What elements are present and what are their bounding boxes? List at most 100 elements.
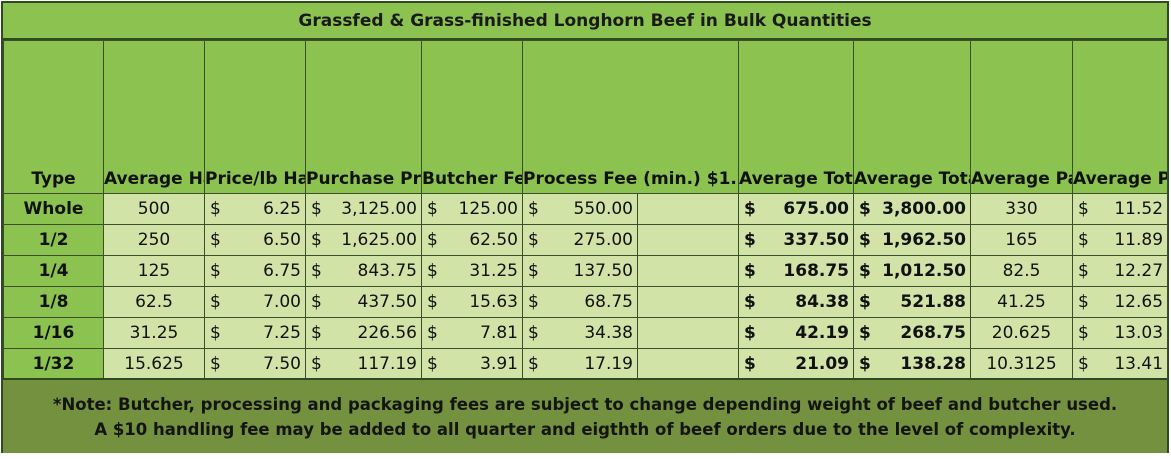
cell-empty [636, 348, 740, 380]
cell-total-cost: $1,962.50 [853, 224, 972, 256]
cell-price-lb-package-value: 11.52 [1114, 199, 1164, 219]
cell-butcher-fee: $15.63 [421, 286, 523, 318]
header-price-lb: Price/lb Hanging Weight [204, 40, 306, 194]
row-type: 1/4 [3, 255, 104, 287]
header-type: Type [3, 40, 104, 194]
cell-total-cost-value: 138.28 [900, 354, 967, 374]
currency-symbol: $ [311, 354, 322, 374]
cell-price-lb-package: $13.41 [1072, 348, 1169, 380]
cell-hanging-weight: 250 [103, 224, 205, 256]
currency-symbol: $ [859, 261, 871, 281]
currency-symbol: $ [427, 323, 438, 343]
cell-purchase-price: $843.75 [305, 255, 422, 287]
cell-price-lb-package: $11.52 [1072, 193, 1169, 225]
table-row: 1/16 31.25 $7.25 $226.56 $7.81 $34.38 $42.19 $2… [3, 317, 1169, 349]
cell-empty [636, 224, 740, 256]
currency-symbol: $ [210, 354, 221, 374]
cell-butcher-fee-value: 31.25 [469, 261, 518, 281]
cell-price-lb: $6.25 [204, 193, 306, 225]
cell-process-fee: $137.50 [522, 255, 638, 287]
currency-symbol: $ [528, 292, 539, 312]
cell-butcher-fee: $3.91 [421, 348, 523, 380]
cell-purchase-price: $3,125.00 [305, 193, 422, 225]
footnote: *Note: Butcher, processing and packaging… [3, 378, 1167, 453]
cell-price-lb: $7.50 [204, 348, 306, 380]
currency-symbol: $ [528, 354, 539, 374]
currency-symbol: $ [311, 261, 322, 281]
cell-total-cost-value: 1,012.50 [882, 261, 967, 281]
cell-process-fee: $34.38 [522, 317, 638, 349]
currency-symbol: $ [210, 199, 221, 219]
header-hanging-weight: Average Hanging Weight ~62.5% of lw [103, 40, 205, 194]
cell-price-lb-package: $11.89 [1072, 224, 1169, 256]
cell-total-butcher-cost: $21.09 [738, 348, 855, 380]
cell-package-weight: 82.5 [970, 255, 1074, 287]
currency-symbol: $ [1078, 323, 1089, 343]
table-title: Grassfed & Grass-finished Longhorn Beef … [3, 3, 1167, 40]
cell-purchase-price: $226.56 [305, 317, 422, 349]
cell-package-weight: 41.25 [970, 286, 1074, 318]
cell-butcher-fee: $31.25 [421, 255, 523, 287]
currency-symbol: $ [528, 323, 539, 343]
currency-symbol: $ [744, 323, 756, 343]
cell-total-cost: $1,012.50 [853, 255, 972, 287]
cell-process-fee: $17.19 [522, 348, 638, 380]
row-type: 1/32 [3, 348, 104, 380]
cell-price-lb-package-value: 13.03 [1114, 323, 1164, 343]
cell-butcher-fee: $62.50 [421, 224, 523, 256]
cell-butcher-fee-value: 15.63 [469, 292, 518, 312]
cell-process-fee-value: 68.75 [584, 292, 633, 312]
currency-symbol: $ [311, 199, 322, 219]
cell-butcher-fee-value: 125.00 [458, 199, 518, 219]
pricing-table: Type Average Hanging Weight ~62.5% of lw… [3, 40, 1169, 380]
currency-symbol: $ [427, 261, 438, 281]
header-package-weight: Average Package Weight ~66% of hw [970, 40, 1074, 194]
currency-symbol: $ [427, 292, 438, 312]
table-row: 1/8 62.5 $7.00 $437.50 $15.63 $68.75 $84.38 $52… [3, 286, 1169, 318]
cell-butcher-fee: $125.00 [421, 193, 523, 225]
header-butcher-fee: Butcher Fee [421, 40, 523, 194]
cell-price-lb-value: 6.75 [263, 261, 301, 281]
cell-package-weight: 10.3125 [970, 348, 1074, 380]
cell-process-fee-value: 17.19 [584, 354, 633, 374]
cell-price-lb-value: 6.50 [263, 230, 301, 250]
header-total-butcher-cost: Average Total Butcher Cost (.85/lb) [738, 40, 855, 194]
cell-purchase-price: $117.19 [305, 348, 422, 380]
cell-price-lb-value: 7.50 [263, 354, 301, 374]
cell-total-cost: $138.28 [853, 348, 972, 380]
cell-purchase-price: $1,625.00 [305, 224, 422, 256]
table-row: 1/4 125 $6.75 $843.75 $31.25 $137.50 $168.75 $1… [3, 255, 1169, 287]
cell-process-fee-value: 137.50 [573, 261, 633, 281]
cell-purchase-price-value: 226.56 [357, 323, 417, 343]
cell-price-lb-package: $12.27 [1072, 255, 1169, 287]
currency-symbol: $ [1078, 354, 1089, 374]
cell-purchase-price-value: 3,125.00 [341, 199, 417, 219]
currency-symbol: $ [1078, 261, 1089, 281]
cell-butcher-fee-value: 62.50 [469, 230, 518, 250]
currency-symbol: $ [210, 292, 221, 312]
row-type: 1/8 [3, 286, 104, 318]
row-type: 1/2 [3, 224, 104, 256]
cell-purchase-price-value: 1,625.00 [341, 230, 417, 250]
table-row: Whole 500 $6.25 $3,125.00 $125.00 $550.00 $675… [3, 193, 1169, 225]
cell-total-butcher-cost-value: 21.09 [795, 354, 850, 374]
cell-price-lb: $7.00 [204, 286, 306, 318]
cell-total-butcher-cost: $84.38 [738, 286, 855, 318]
cell-total-cost: $521.88 [853, 286, 972, 318]
cell-butcher-fee-value: 3.91 [480, 354, 518, 374]
cell-hanging-weight: 62.5 [103, 286, 205, 318]
cell-empty [636, 255, 740, 287]
row-type: 1/16 [3, 317, 104, 349]
cell-total-cost-value: 268.75 [900, 323, 967, 343]
cell-total-butcher-cost-value: 337.50 [783, 230, 850, 250]
currency-symbol: $ [210, 323, 221, 343]
cell-total-cost-value: 521.88 [900, 292, 967, 312]
cell-package-weight: 330 [970, 193, 1074, 225]
cell-empty [636, 286, 740, 318]
currency-symbol: $ [311, 292, 322, 312]
header-total-cost: Average Total Cost [853, 40, 972, 194]
currency-symbol: $ [427, 230, 438, 250]
cell-price-lb: $6.75 [204, 255, 306, 287]
cell-process-fee-value: 550.00 [573, 199, 633, 219]
